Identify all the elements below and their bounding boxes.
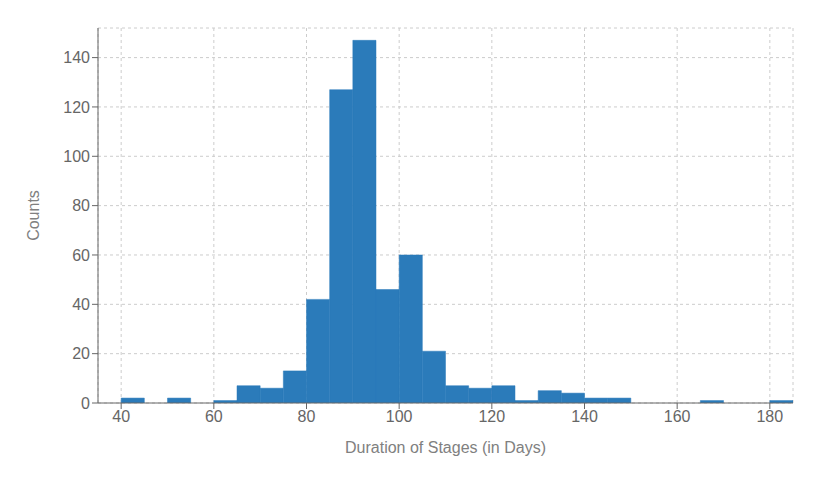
svg-text:60: 60 xyxy=(72,247,90,264)
svg-text:40: 40 xyxy=(112,408,130,425)
svg-text:60: 60 xyxy=(205,408,223,425)
svg-text:160: 160 xyxy=(664,408,691,425)
svg-text:120: 120 xyxy=(63,99,90,116)
svg-text:Counts: Counts xyxy=(25,190,42,241)
svg-text:0: 0 xyxy=(81,395,90,412)
svg-text:120: 120 xyxy=(478,408,505,425)
svg-text:80: 80 xyxy=(72,197,90,214)
svg-text:Duration of Stages (in Days): Duration of Stages (in Days) xyxy=(345,439,546,456)
svg-text:40: 40 xyxy=(72,296,90,313)
svg-text:80: 80 xyxy=(298,408,316,425)
svg-text:100: 100 xyxy=(386,408,413,425)
svg-text:100: 100 xyxy=(63,148,90,165)
svg-text:140: 140 xyxy=(63,49,90,66)
svg-text:140: 140 xyxy=(571,408,598,425)
svg-text:180: 180 xyxy=(756,408,783,425)
svg-text:20: 20 xyxy=(72,345,90,362)
